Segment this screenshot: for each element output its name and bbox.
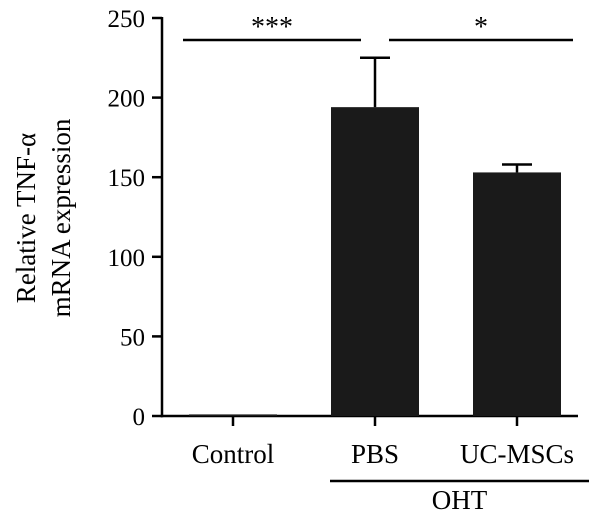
bars (189, 107, 561, 416)
y-tick-label: 0 (133, 404, 146, 431)
significance-label: * (474, 12, 488, 43)
x-tick-label: Control (192, 439, 275, 469)
y-axis: 0 50 100 150 200 250 (108, 6, 164, 431)
y-tick-label: 250 (108, 6, 146, 33)
significance-label: *** (251, 12, 293, 43)
bar (331, 107, 419, 416)
error-bars (360, 56, 532, 173)
y-axis-label-line2: mRNA expression (46, 118, 76, 317)
group-label: OHT (432, 485, 488, 515)
y-tick-label: 100 (108, 245, 146, 272)
y-tick-label: 50 (120, 324, 145, 351)
x-axis: Control PBS UC-MSCs (160, 414, 578, 469)
x-tick-label: PBS (351, 439, 399, 469)
group-bracket: OHT (330, 479, 589, 515)
significance-brackets: *** * (183, 12, 573, 43)
x-tick-label: UC-MSCs (460, 439, 574, 469)
bar (473, 172, 561, 416)
bar (189, 414, 277, 416)
y-tick-label: 200 (108, 86, 146, 113)
y-axis-label-line1: Relative TNF-α (11, 133, 41, 303)
y-tick-label: 150 (108, 165, 146, 192)
